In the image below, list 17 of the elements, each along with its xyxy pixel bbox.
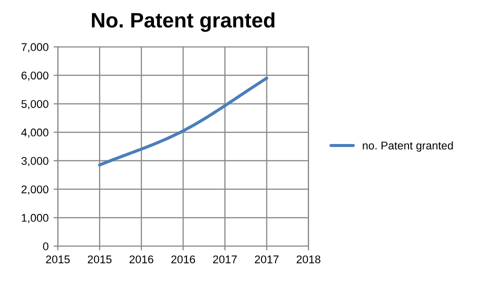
y-tick-label: 5,000 (21, 100, 48, 110)
x-tick-label: 2017 (213, 255, 237, 264)
legend-label: no. Patent granted (362, 141, 453, 152)
y-tick-label: 6,000 (22, 72, 48, 81)
y-tick-label: 1,000 (22, 214, 48, 224)
x-tick-label: 2018 (296, 255, 320, 264)
y-tick-label: 4,000 (21, 128, 48, 138)
x-tick-label: 2016 (171, 255, 196, 264)
y-tick-label: 7,000 (22, 43, 48, 52)
y-tick-label: 0 (43, 242, 48, 250)
y-tick-label: 2,000 (22, 185, 48, 195)
x-tick-label: 2015 (46, 255, 70, 264)
chart-title: No. Patent granted (92, 12, 274, 32)
x-tick-label: 2015 (88, 255, 112, 264)
x-tick-label: 2017 (254, 255, 279, 264)
x-tick-label: 2016 (130, 255, 154, 264)
y-tick-label: 3,000 (21, 157, 48, 166)
